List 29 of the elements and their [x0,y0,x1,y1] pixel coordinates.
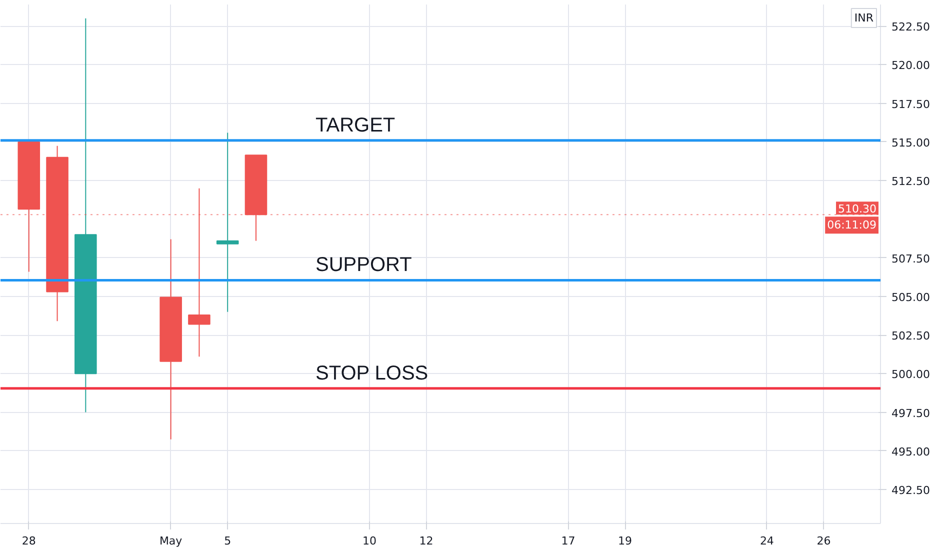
y-tick-label: 520.00 [892,59,930,72]
x-tick-label: 24 [760,534,774,548]
y-tick-label: 495.00 [892,445,930,458]
y-tick-label: 515.00 [892,136,930,150]
x-tick-label: 10 [362,534,377,548]
x-tick-label: 17 [561,534,576,548]
x-tick-label: 12 [419,534,434,548]
x-tick-label: 28 [22,534,36,548]
y-tick-label: 507.50 [892,252,930,266]
y-tick-label: 502.50 [892,330,930,343]
y-tick-label: 492.50 [892,484,930,498]
x-tick-label: 26 [816,534,831,548]
x-tick-label: May [159,534,183,548]
annotation: 06:11:09 [827,218,877,232]
y-tick-label: 500.00 [892,368,930,382]
candlestick [188,188,210,358]
ref-line-label: 510.30 [838,202,877,216]
x-tick-label: 5 [224,534,232,548]
ref-line-label: TARGET [316,114,396,136]
y-tick-label: 497.50 [892,406,930,420]
ref-line-label: SUPPORT [316,254,412,276]
y-tick-label: 522.50 [892,20,930,34]
x-tick-label: 19 [618,534,632,548]
y-tick-label: 505.00 [892,290,930,304]
y-tick-label: 517.50 [892,98,930,111]
y-axis-title: INR [854,12,874,24]
ref-line-label: STOP LOSS [316,362,428,384]
candlestick [216,132,239,312]
y-tick-label: 512.50 [892,175,930,188]
